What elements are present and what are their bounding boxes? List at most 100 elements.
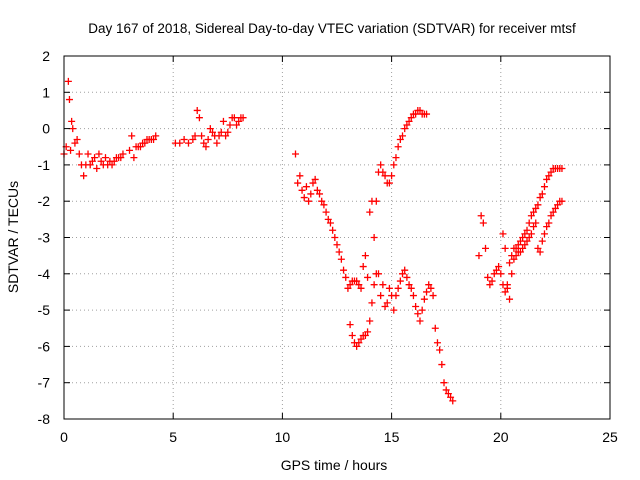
data-point xyxy=(392,292,400,300)
data-point xyxy=(401,266,409,274)
data-point xyxy=(110,157,118,165)
data-point xyxy=(204,135,212,143)
data-point xyxy=(405,281,413,289)
data-point xyxy=(475,252,483,260)
x-tick-label: 20 xyxy=(493,429,509,445)
data-point xyxy=(390,306,398,314)
data-point xyxy=(215,132,223,140)
data-point xyxy=(68,117,76,125)
data-point xyxy=(222,132,230,140)
data-point xyxy=(519,234,527,241)
data-point xyxy=(479,219,487,227)
y-tick-label: -1 xyxy=(38,157,51,173)
data-point xyxy=(545,172,553,180)
data-point xyxy=(558,165,566,173)
data-point xyxy=(213,139,221,147)
data-series-segment xyxy=(475,165,566,296)
data-point xyxy=(370,234,378,241)
y-tick-label: -7 xyxy=(38,375,51,391)
data-point xyxy=(547,212,555,220)
data-point xyxy=(532,219,540,227)
data-point xyxy=(512,244,520,252)
data-point xyxy=(368,299,376,307)
data-point xyxy=(431,324,439,332)
data-point xyxy=(191,132,199,140)
data-point xyxy=(388,172,396,180)
data-point xyxy=(180,135,188,143)
data-point xyxy=(495,263,503,271)
data-point xyxy=(364,273,372,281)
data-point xyxy=(436,346,444,354)
data-point xyxy=(409,292,417,300)
data-point xyxy=(540,183,548,191)
data-point xyxy=(506,295,514,303)
data-point xyxy=(150,135,158,143)
data-point xyxy=(372,197,380,205)
x-tick-label: 25 xyxy=(602,429,618,445)
data-point xyxy=(534,201,542,209)
data-point xyxy=(444,390,452,398)
data-point xyxy=(519,244,527,252)
data-point xyxy=(377,161,385,169)
data-point xyxy=(200,139,208,147)
data-point xyxy=(374,270,382,278)
data-point xyxy=(117,154,125,162)
data-point xyxy=(506,259,514,267)
data-point xyxy=(558,197,566,205)
data-point xyxy=(80,172,88,180)
data-point xyxy=(477,212,485,220)
data-point xyxy=(71,139,79,147)
data-point xyxy=(525,234,533,241)
data-point xyxy=(543,223,551,231)
data-point xyxy=(442,386,450,394)
data-point xyxy=(540,230,548,238)
data-point xyxy=(298,186,306,194)
data-point xyxy=(534,244,542,252)
grid-lines xyxy=(64,56,610,419)
data-point xyxy=(311,175,319,183)
data-point xyxy=(512,252,520,260)
data-point xyxy=(370,281,378,289)
data-point xyxy=(492,266,500,274)
data-point xyxy=(543,175,551,183)
data-point xyxy=(399,132,407,140)
data-point xyxy=(67,146,75,154)
data-point xyxy=(176,139,184,147)
data-point xyxy=(141,139,149,147)
data-point xyxy=(510,255,518,263)
data-point xyxy=(300,194,308,202)
data-point xyxy=(547,168,555,176)
data-point xyxy=(235,117,243,125)
data-point xyxy=(305,197,313,205)
data-point xyxy=(335,248,343,256)
data-point xyxy=(379,168,387,176)
data-point xyxy=(523,226,531,234)
data-point xyxy=(357,335,365,343)
x-tick-label: 0 xyxy=(60,429,68,445)
data-point xyxy=(209,128,217,136)
x-axis-label: GPS time / hours xyxy=(281,457,388,473)
y-tick-label: -4 xyxy=(38,266,51,282)
data-point xyxy=(501,288,509,296)
data-point xyxy=(86,161,94,169)
data-point xyxy=(377,292,385,300)
data-point xyxy=(108,161,116,169)
data-point xyxy=(233,121,241,129)
data-point xyxy=(224,128,232,136)
data-point xyxy=(353,277,361,285)
data-point xyxy=(193,106,201,114)
data-point xyxy=(128,132,136,140)
data-point xyxy=(294,179,302,187)
y-tick-label: -2 xyxy=(38,193,51,209)
data-point xyxy=(366,317,374,325)
data-point xyxy=(433,339,441,347)
data-point xyxy=(198,132,206,140)
data-point xyxy=(390,161,398,169)
data-point xyxy=(88,157,96,165)
data-point xyxy=(322,208,330,216)
data-point xyxy=(364,328,372,336)
y-axis: -8 -7 -6 -5 -4 -3 -2 -1 0 1 2 xyxy=(38,48,610,427)
data-point xyxy=(403,273,411,281)
data-series-segment xyxy=(171,106,247,151)
